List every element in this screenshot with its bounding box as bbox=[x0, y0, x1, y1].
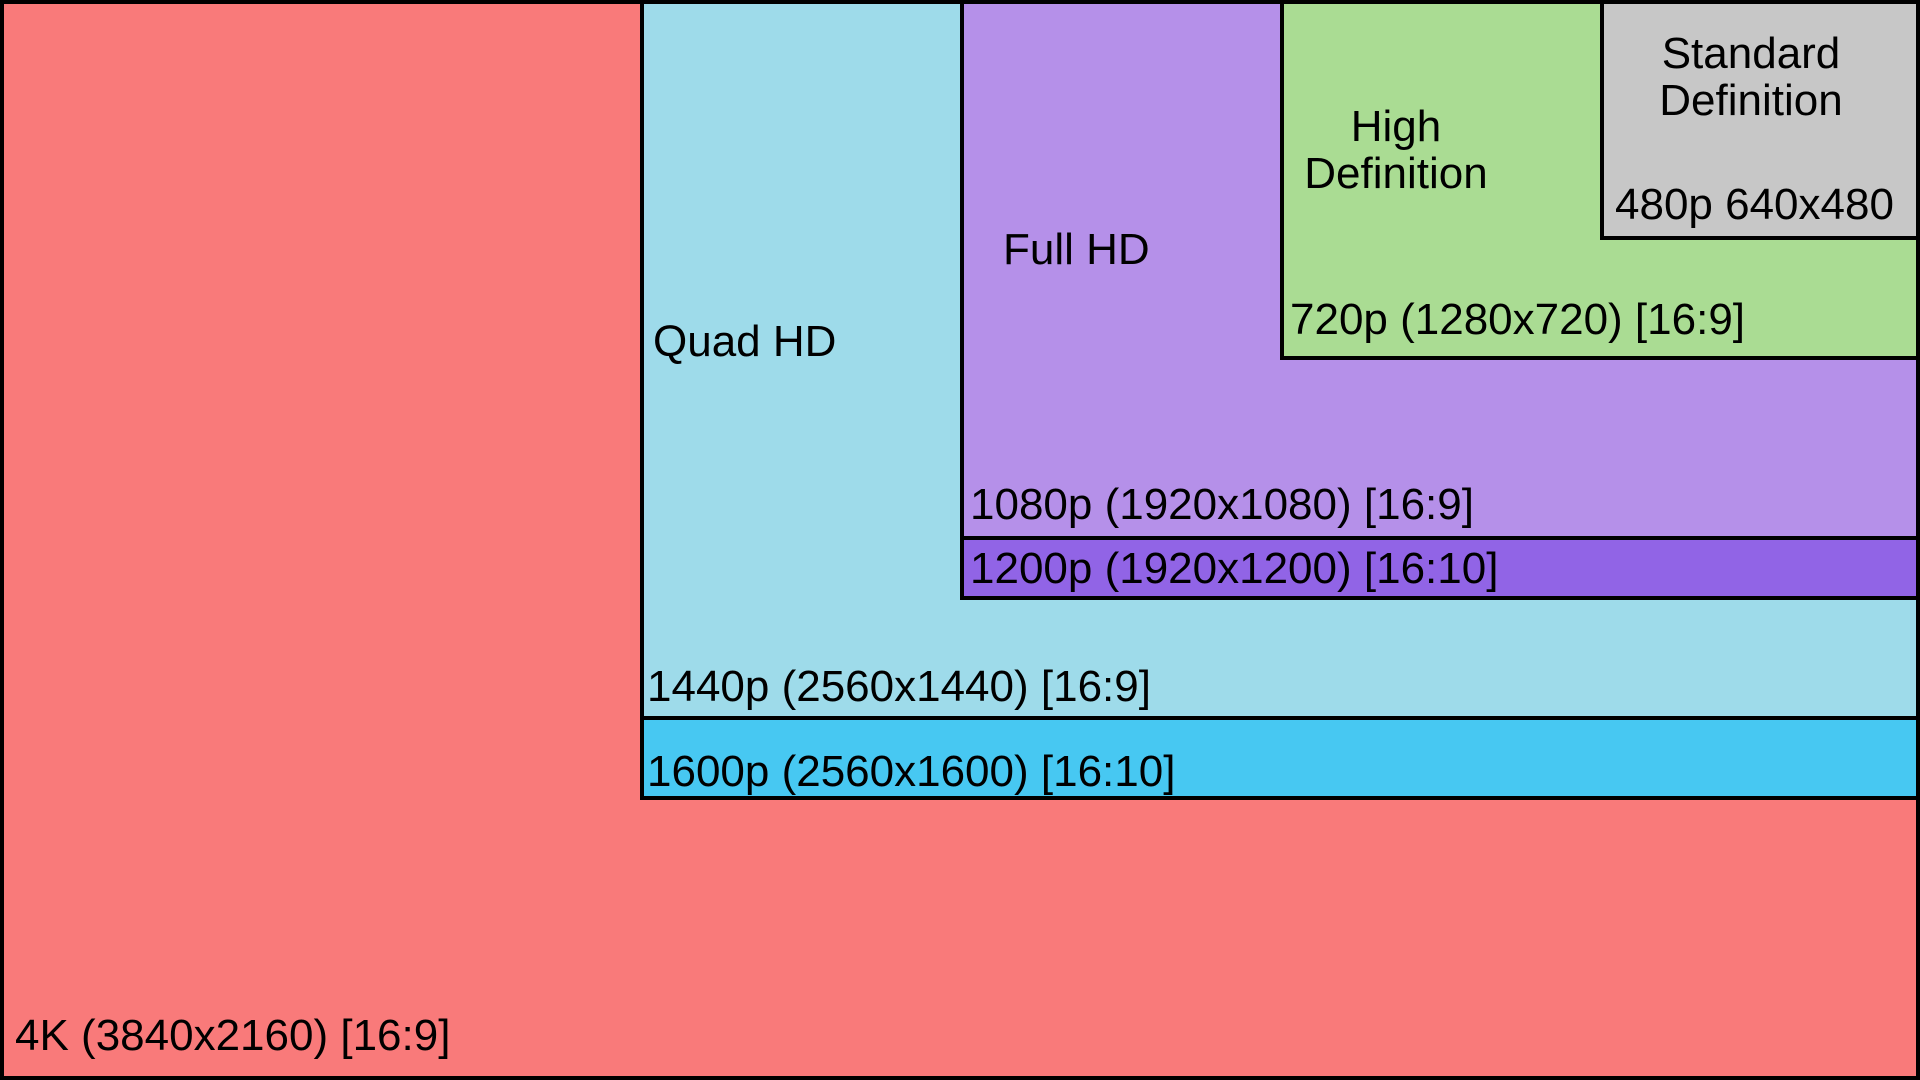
name-high-definition: High Definition bbox=[1280, 103, 1512, 197]
label-1080p: 1080p (1920x1080) [16:9] bbox=[970, 480, 1474, 529]
name-standard-definition: Standard Definition bbox=[1601, 30, 1901, 124]
label-480p: 480p 640x480 bbox=[1615, 180, 1894, 229]
name-quad-hd: Quad HD bbox=[653, 317, 837, 366]
label-720p: 720p (1280x720) [16:9] bbox=[1290, 295, 1746, 344]
name-standard-definition-line1: Standard bbox=[1661, 29, 1841, 78]
label-1440p: 1440p (2560x1440) [16:9] bbox=[647, 662, 1151, 711]
region-480p bbox=[1600, 0, 1920, 240]
name-standard-definition-line2: Definition bbox=[1659, 76, 1843, 125]
name-high-definition-line2: Definition bbox=[1304, 149, 1488, 198]
label-1600p: 1600p (2560x1600) [16:10] bbox=[647, 747, 1176, 796]
name-full-hd: Full HD bbox=[1003, 225, 1150, 274]
label-4k: 4K (3840x2160) [16:9] bbox=[15, 1011, 451, 1060]
label-1200p: 1200p (1920x1200) [16:10] bbox=[970, 544, 1499, 593]
name-high-definition-line1: High bbox=[1350, 102, 1442, 151]
